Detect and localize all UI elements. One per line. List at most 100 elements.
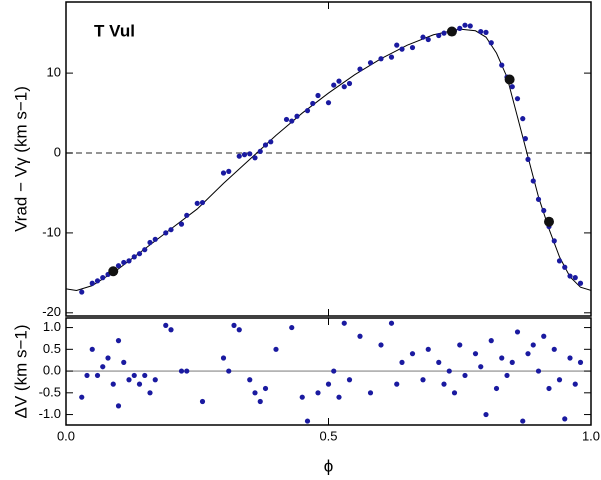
data-point bbox=[121, 259, 127, 266]
data-point bbox=[341, 320, 347, 326]
data-point bbox=[147, 390, 153, 396]
data-point bbox=[310, 100, 316, 107]
data-point bbox=[367, 60, 374, 66]
data-point bbox=[551, 238, 557, 244]
data-point bbox=[304, 108, 311, 114]
frame bbox=[65, 1, 592, 317]
data-point bbox=[520, 418, 526, 424]
data-point bbox=[462, 372, 468, 379]
data-point bbox=[535, 196, 542, 202]
data-point bbox=[504, 74, 515, 85]
data-point bbox=[121, 359, 127, 365]
data-point bbox=[409, 44, 416, 51]
data-point bbox=[336, 394, 342, 400]
data-point bbox=[562, 416, 568, 422]
data-point bbox=[79, 394, 85, 400]
data-point bbox=[115, 338, 122, 344]
data-point bbox=[336, 78, 342, 84]
data-point bbox=[394, 42, 400, 48]
x-axis-label: ϕ bbox=[324, 456, 334, 475]
data-point bbox=[577, 280, 584, 286]
data-point bbox=[252, 155, 258, 161]
data-point bbox=[462, 22, 468, 28]
y-axis-label: ΔV (km s−1) bbox=[11, 324, 30, 418]
data-point bbox=[168, 327, 174, 333]
data-point bbox=[257, 398, 263, 405]
data-point bbox=[388, 320, 395, 326]
data-point bbox=[346, 80, 353, 87]
data-point bbox=[551, 346, 557, 352]
data-point bbox=[163, 230, 169, 236]
data-point bbox=[105, 355, 111, 361]
data-point bbox=[478, 28, 484, 35]
data-point bbox=[299, 394, 305, 400]
data-point bbox=[409, 351, 416, 357]
data-point bbox=[546, 385, 552, 392]
data-point bbox=[304, 418, 311, 424]
data-point bbox=[567, 273, 573, 279]
data-point bbox=[199, 199, 206, 206]
data-point bbox=[467, 23, 473, 29]
data-point bbox=[446, 368, 452, 374]
data-point bbox=[499, 62, 505, 68]
data-point bbox=[483, 29, 489, 35]
data-point bbox=[220, 355, 227, 361]
y-tick-label: 0 bbox=[54, 144, 61, 159]
data-point bbox=[89, 346, 95, 352]
data-point bbox=[136, 251, 143, 257]
data-point bbox=[341, 84, 347, 90]
data-point bbox=[108, 266, 119, 277]
data-point bbox=[425, 346, 431, 352]
data-point bbox=[131, 372, 137, 379]
data-point bbox=[556, 258, 563, 264]
data-point bbox=[451, 390, 458, 396]
data-point bbox=[283, 116, 290, 123]
data-point bbox=[530, 178, 536, 184]
data-point bbox=[488, 338, 494, 344]
data-point bbox=[525, 156, 531, 162]
data-point bbox=[178, 221, 185, 227]
x-tick-label: 0.0 bbox=[57, 428, 75, 443]
data-point bbox=[126, 377, 132, 383]
data-point bbox=[115, 263, 122, 269]
data-point bbox=[499, 355, 505, 361]
data-point bbox=[289, 118, 295, 124]
plot-area bbox=[66, 22, 591, 295]
data-point bbox=[247, 151, 253, 157]
data-point bbox=[514, 329, 521, 335]
data-point bbox=[388, 54, 395, 60]
data-point bbox=[94, 278, 101, 284]
data-point bbox=[457, 25, 463, 31]
data-point bbox=[325, 381, 332, 387]
data-point bbox=[556, 377, 563, 383]
x-tick-label: 0.5 bbox=[319, 428, 337, 443]
data-point bbox=[262, 385, 269, 392]
data-point bbox=[268, 139, 274, 145]
data-point bbox=[236, 153, 242, 159]
y-tick-label: -0.5 bbox=[39, 384, 61, 399]
annotation: T Vul bbox=[94, 21, 135, 40]
data-point bbox=[100, 275, 106, 281]
data-point bbox=[436, 359, 442, 365]
y-axis-label: Vrad − Vγ (km s−1) bbox=[11, 86, 30, 232]
data-point bbox=[241, 152, 248, 158]
data-point bbox=[126, 258, 132, 264]
data-point bbox=[184, 368, 190, 374]
data-point bbox=[346, 377, 353, 383]
data-point bbox=[220, 170, 227, 176]
data-point bbox=[509, 359, 515, 365]
data-point bbox=[441, 381, 447, 387]
data-point bbox=[79, 289, 85, 295]
data-point bbox=[520, 116, 526, 122]
data-point bbox=[94, 372, 101, 379]
data-point bbox=[294, 113, 300, 119]
data-point bbox=[110, 381, 116, 387]
data-point bbox=[530, 342, 536, 348]
data-point bbox=[331, 368, 337, 374]
data-point bbox=[226, 368, 232, 374]
model-curve bbox=[66, 28, 591, 291]
data-point bbox=[483, 411, 489, 418]
data-point bbox=[84, 372, 90, 379]
data-point bbox=[357, 333, 363, 339]
